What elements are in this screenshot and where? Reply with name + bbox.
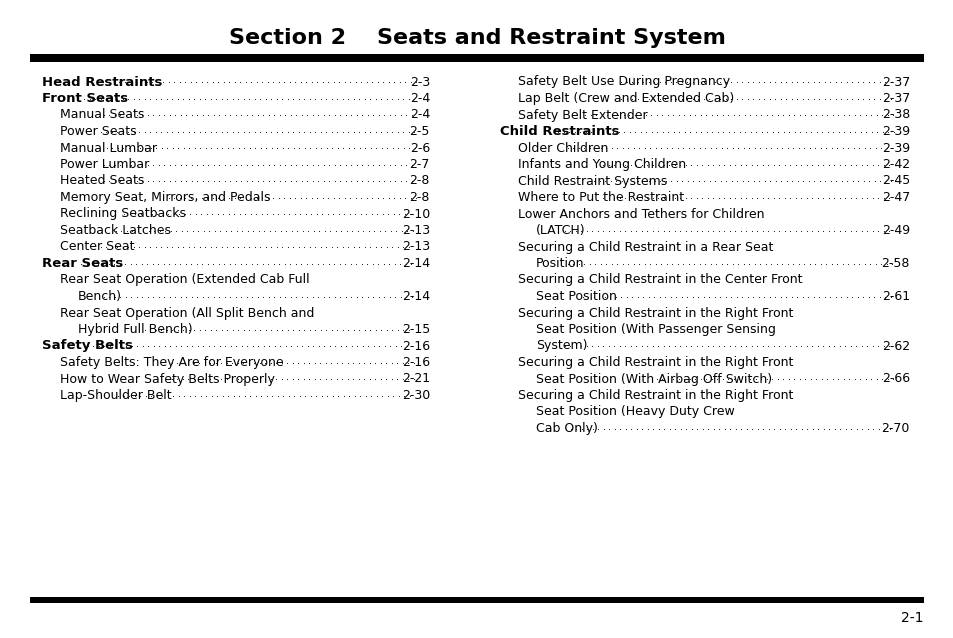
Text: Infants and Young Children: Infants and Young Children (517, 158, 685, 171)
Text: Bench): Bench) (78, 290, 122, 303)
Text: 2-61: 2-61 (881, 290, 909, 303)
Text: Rear Seats: Rear Seats (42, 257, 123, 270)
FancyBboxPatch shape (30, 54, 923, 62)
Text: 2-47: 2-47 (881, 191, 909, 204)
Text: Child Restraint Systems: Child Restraint Systems (517, 175, 666, 188)
Text: Securing a Child Restraint in the Right Front: Securing a Child Restraint in the Right … (517, 389, 793, 402)
Text: Lap-Shoulder Belt: Lap-Shoulder Belt (60, 389, 172, 402)
Text: Seat Position (With Airbag Off Switch): Seat Position (With Airbag Off Switch) (536, 373, 771, 385)
Text: 2-8: 2-8 (409, 175, 430, 188)
Text: Seat Position (Heavy Duty Crew: Seat Position (Heavy Duty Crew (536, 406, 734, 419)
Text: 2-37: 2-37 (881, 92, 909, 105)
Text: Front Seats: Front Seats (42, 92, 128, 105)
Text: Seatback Latches: Seatback Latches (60, 224, 171, 237)
Text: Power Lumbar: Power Lumbar (60, 158, 149, 171)
Text: 2-13: 2-13 (401, 241, 430, 253)
Text: 2-30: 2-30 (401, 389, 430, 402)
Text: 2-58: 2-58 (881, 257, 909, 270)
Text: 2-37: 2-37 (881, 75, 909, 89)
Text: 2-13: 2-13 (401, 224, 430, 237)
Text: 2-8: 2-8 (409, 191, 430, 204)
Text: System): System) (536, 339, 587, 353)
Text: Lower Anchors and Tethers for Children: Lower Anchors and Tethers for Children (517, 207, 763, 221)
Text: (LATCH): (LATCH) (536, 224, 585, 237)
Text: Seat Position (With Passenger Sensing: Seat Position (With Passenger Sensing (536, 323, 775, 336)
Text: 2-1: 2-1 (901, 611, 923, 625)
Text: 2-4: 2-4 (410, 92, 430, 105)
Text: Safety Belts: Safety Belts (42, 339, 132, 353)
Text: 2-21: 2-21 (401, 373, 430, 385)
Text: 2-45: 2-45 (881, 175, 909, 188)
Text: Securing a Child Restraint in a Rear Seat: Securing a Child Restraint in a Rear Sea… (517, 241, 773, 253)
Text: 2-42: 2-42 (881, 158, 909, 171)
Text: Rear Seat Operation (All Split Bench and: Rear Seat Operation (All Split Bench and (60, 306, 314, 320)
Text: Safety Belt Extender: Safety Belt Extender (517, 108, 647, 121)
Text: 2-62: 2-62 (881, 339, 909, 353)
Text: Safety Belt Use During Pregnancy: Safety Belt Use During Pregnancy (517, 75, 729, 89)
Text: Cab Only): Cab Only) (536, 422, 598, 435)
Text: 2-6: 2-6 (410, 142, 430, 154)
Text: Hybrid Full Bench): Hybrid Full Bench) (78, 323, 193, 336)
Text: 2-14: 2-14 (401, 257, 430, 270)
Text: Center Seat: Center Seat (60, 241, 134, 253)
Text: Power Seats: Power Seats (60, 125, 136, 138)
Text: 2-39: 2-39 (881, 142, 909, 154)
Text: Lap Belt (Crew and Extended Cab): Lap Belt (Crew and Extended Cab) (517, 92, 734, 105)
Text: 2-70: 2-70 (881, 422, 909, 435)
Text: 2-3: 2-3 (410, 75, 430, 89)
Text: Memory Seat, Mirrors, and Pedals: Memory Seat, Mirrors, and Pedals (60, 191, 271, 204)
Text: Head Restraints: Head Restraints (42, 75, 162, 89)
Text: 2-66: 2-66 (881, 373, 909, 385)
Text: How to Wear Safety Belts Properly: How to Wear Safety Belts Properly (60, 373, 274, 385)
Text: 2-39: 2-39 (881, 125, 909, 138)
Text: Securing a Child Restraint in the Center Front: Securing a Child Restraint in the Center… (517, 274, 801, 286)
Text: 2-16: 2-16 (401, 339, 430, 353)
Text: Older Children: Older Children (517, 142, 608, 154)
Text: 2-38: 2-38 (881, 108, 909, 121)
Text: Safety Belts: They Are for Everyone: Safety Belts: They Are for Everyone (60, 356, 283, 369)
Text: Where to Put the Restraint: Where to Put the Restraint (517, 191, 683, 204)
Text: 2-10: 2-10 (401, 207, 430, 221)
Text: Rear Seat Operation (Extended Cab Full: Rear Seat Operation (Extended Cab Full (60, 274, 310, 286)
Text: Child Restraints: Child Restraints (499, 125, 618, 138)
Text: Heated Seats: Heated Seats (60, 175, 144, 188)
Text: 2-7: 2-7 (409, 158, 430, 171)
Text: 2-14: 2-14 (401, 290, 430, 303)
Text: Securing a Child Restraint in the Right Front: Securing a Child Restraint in the Right … (517, 356, 793, 369)
Text: Reclining Seatbacks: Reclining Seatbacks (60, 207, 186, 221)
Text: Manual Seats: Manual Seats (60, 108, 144, 121)
FancyBboxPatch shape (30, 597, 923, 603)
Text: 2-4: 2-4 (410, 108, 430, 121)
Text: 2-49: 2-49 (881, 224, 909, 237)
Text: 2-15: 2-15 (401, 323, 430, 336)
Text: Section 2    Seats and Restraint System: Section 2 Seats and Restraint System (229, 28, 724, 48)
Text: 2-16: 2-16 (401, 356, 430, 369)
Text: Position: Position (536, 257, 584, 270)
Text: Manual Lumbar: Manual Lumbar (60, 142, 157, 154)
Text: 2-5: 2-5 (409, 125, 430, 138)
Text: Seat Position: Seat Position (536, 290, 617, 303)
Text: Securing a Child Restraint in the Right Front: Securing a Child Restraint in the Right … (517, 306, 793, 320)
